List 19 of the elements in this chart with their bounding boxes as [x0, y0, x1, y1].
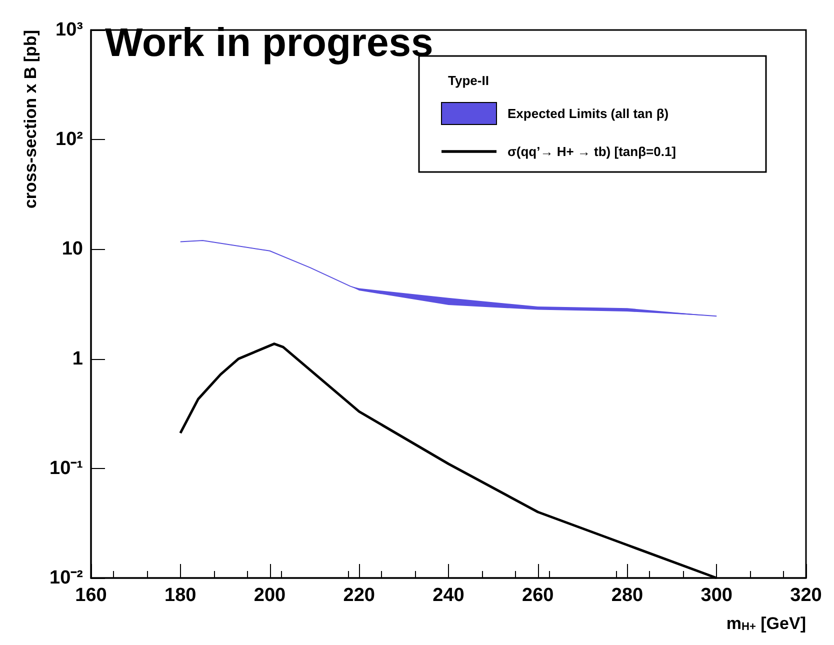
- y-tick-label: 10: [62, 238, 83, 260]
- x-tick-label: 200: [254, 585, 286, 606]
- x-tick-label: 260: [522, 585, 554, 606]
- chart-title: Work in progress: [105, 21, 434, 65]
- x-tick-label: 300: [700, 585, 732, 606]
- x-tick-label: 180: [164, 585, 196, 606]
- x-axis-title: mH+ [GeV]: [726, 614, 806, 633]
- y-tick-label: 10⁻¹: [50, 458, 83, 479]
- y-tick-label: 10³: [56, 20, 83, 40]
- x-tick-label: 240: [432, 585, 464, 606]
- legend-title: Type-II: [448, 73, 489, 88]
- y-tick-label: 10²: [56, 129, 83, 150]
- legend-label: σ(qq’→ H+ → tb) [tanβ=0.1]: [508, 144, 676, 159]
- x-tick-label: 220: [343, 585, 375, 606]
- x-tick-label: 320: [790, 585, 822, 606]
- y-axis-title: cross-section x B [pb]: [21, 30, 40, 209]
- legend-label: Expected Limits (all tan β): [508, 106, 669, 121]
- y-tick-label: 1: [72, 348, 84, 370]
- x-tick-label: 280: [611, 585, 644, 606]
